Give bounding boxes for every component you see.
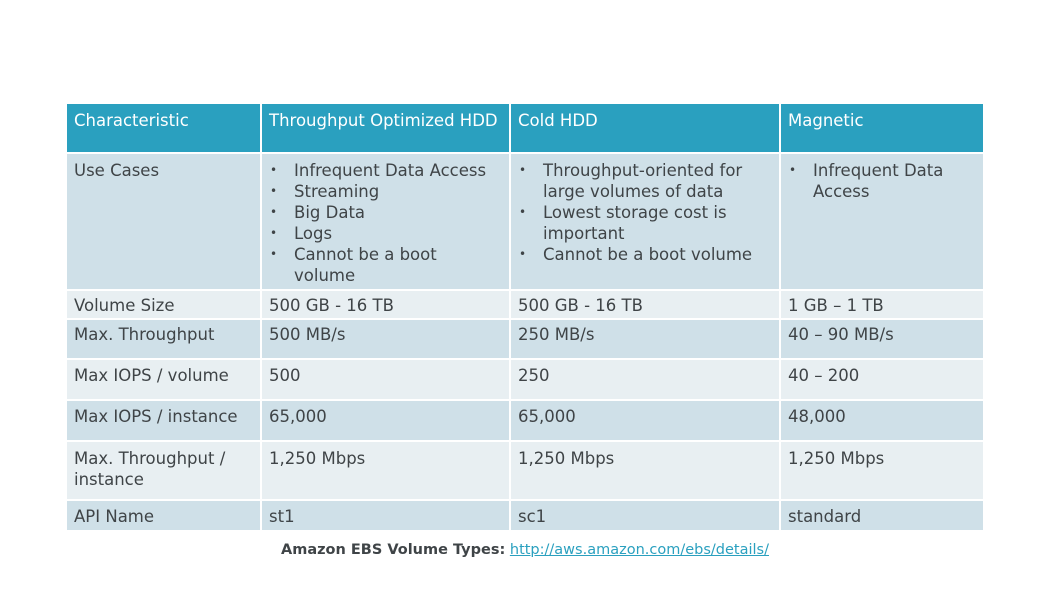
table-cell: 1,250 Mbps — [509, 440, 780, 500]
table-header-row: Characteristic Throughput Optimized HDD … — [67, 104, 983, 153]
table-cell: 250 MB/s — [509, 318, 780, 359]
row-label: Use Cases — [67, 152, 261, 290]
table-row-max-iops-volume: Max IOPS / volume 500 250 40 – 200 — [67, 358, 983, 400]
header-throughput-optimized-hdd: Throughput Optimized HDD — [260, 104, 510, 153]
row-label: API Name — [67, 499, 261, 530]
table-cell: standard — [779, 499, 983, 530]
use-cases-throughput-optimized: Infrequent Data Access Streaming Big Dat… — [260, 152, 510, 290]
table-cell: 65,000 — [509, 399, 780, 441]
header-magnetic: Magnetic — [779, 104, 983, 153]
table-cell: st1 — [260, 499, 510, 530]
use-cases-cold-hdd: Throughput-oriented for large volumes of… — [509, 152, 780, 290]
table-row-api-name: API Name st1 sc1 standard — [67, 499, 983, 530]
ebs-volume-types-table: Characteristic Throughput Optimized HDD … — [67, 104, 983, 530]
table-row-use-cases: Use Cases Infrequent Data Access Streami… — [67, 152, 983, 290]
table-row-max-throughput-instance: Max. Throughput / instance 1,250 Mbps 1,… — [67, 440, 983, 500]
list-item: Cannot be a boot volume — [518, 244, 772, 265]
table-row-max-iops-instance: Max IOPS / instance 65,000 65,000 48,000 — [67, 399, 983, 441]
table-cell: 1,250 Mbps — [779, 440, 983, 500]
table-cell: 500 — [260, 358, 510, 400]
header-cold-hdd: Cold HDD — [509, 104, 780, 153]
row-label: Volume Size — [67, 289, 261, 319]
table-cell: 1 GB – 1 TB — [779, 289, 983, 319]
row-label: Max IOPS / volume — [67, 358, 261, 400]
list-item: Cannot be a boot volume — [269, 244, 502, 286]
table-cell: 500 GB - 16 TB — [260, 289, 510, 319]
table-cell: sc1 — [509, 499, 780, 530]
table-row-volume-size: Volume Size 500 GB - 16 TB 500 GB - 16 T… — [67, 289, 983, 319]
list-item: Big Data — [269, 202, 502, 223]
row-label: Max. Throughput / instance — [67, 440, 261, 500]
table-cell: 500 GB - 16 TB — [509, 289, 780, 319]
list-item: Logs — [269, 223, 502, 244]
table-row-max-throughput: Max. Throughput 500 MB/s 250 MB/s 40 – 9… — [67, 318, 983, 359]
list-item: Infrequent Data Access — [788, 160, 976, 202]
use-cases-magnetic: Infrequent Data Access — [779, 152, 983, 290]
table-cell: 40 – 90 MB/s — [779, 318, 983, 359]
table-caption: Amazon EBS Volume Types: http://aws.amaz… — [0, 540, 1050, 560]
table-cell: 65,000 — [260, 399, 510, 441]
ebs-details-link[interactable]: http://aws.amazon.com/ebs/details/ — [509, 542, 769, 558]
table-cell: 40 – 200 — [779, 358, 983, 400]
table-cell: 250 — [509, 358, 780, 400]
row-label: Max IOPS / instance — [67, 399, 261, 441]
list-item: Streaming — [269, 181, 502, 202]
table-cell: 1,250 Mbps — [260, 440, 510, 500]
list-item: Throughput-oriented for large volumes of… — [518, 160, 772, 202]
table-cell: 48,000 — [779, 399, 983, 441]
table-cell: 500 MB/s — [260, 318, 510, 359]
list-item: Infrequent Data Access — [269, 160, 502, 181]
header-characteristic: Characteristic — [67, 104, 261, 153]
caption-lead: Amazon EBS Volume Types: — [280, 542, 506, 558]
row-label: Max. Throughput — [67, 318, 261, 359]
list-item: Lowest storage cost is important — [518, 202, 772, 244]
